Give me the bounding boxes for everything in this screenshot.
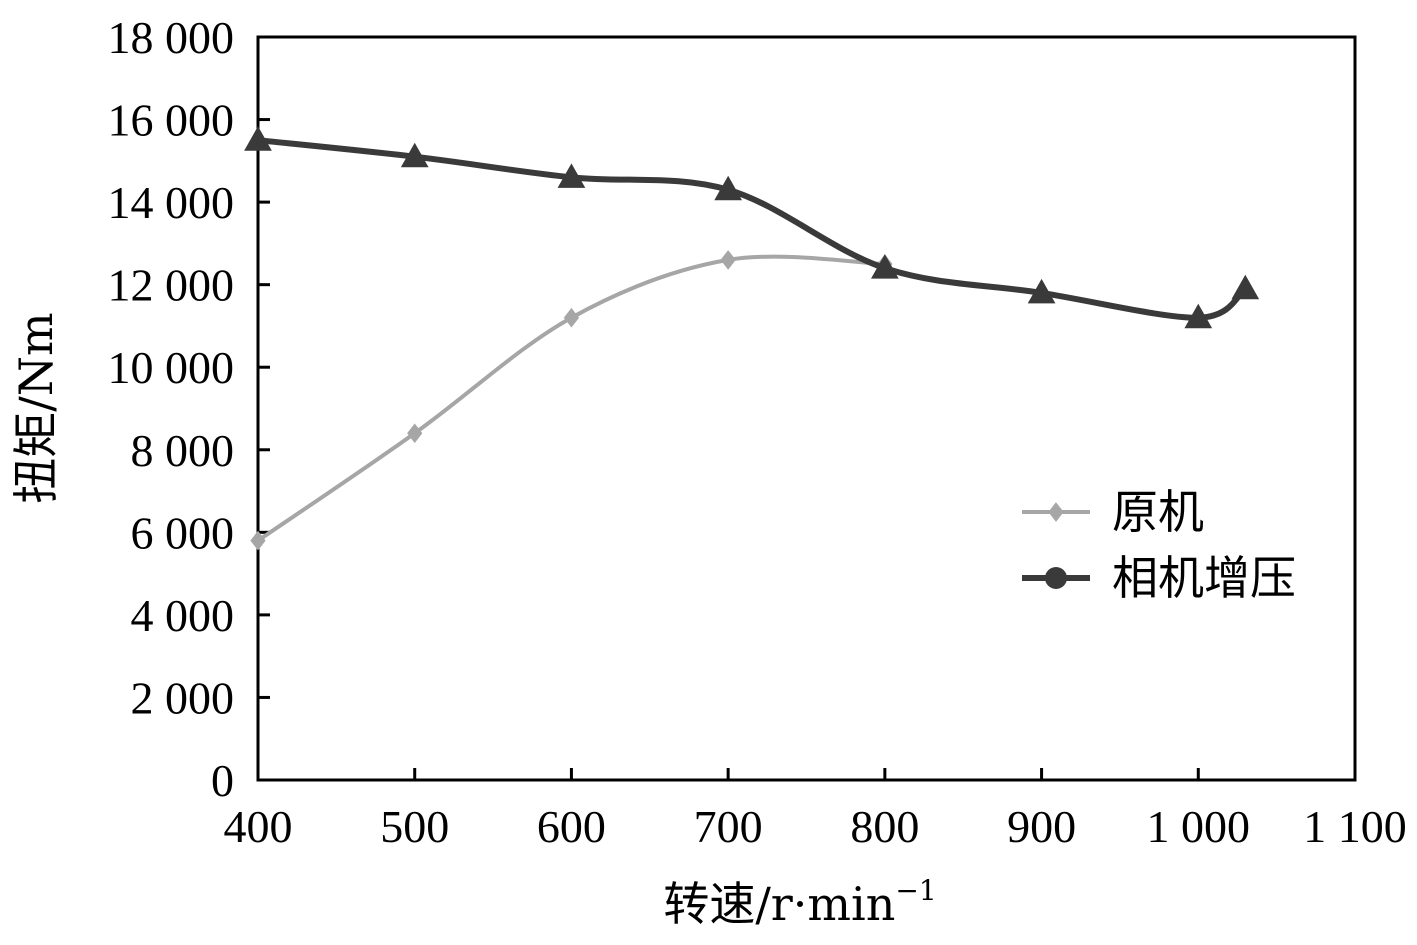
y-tick-label: 8 000 (131, 425, 235, 476)
x-tick-label: 700 (694, 801, 763, 852)
x-tick-label: 800 (850, 801, 919, 852)
series-2-point (1184, 303, 1213, 329)
series-1-point (720, 250, 736, 270)
plot-area (256, 35, 1357, 782)
series-2-point (1027, 278, 1056, 304)
x-axis-title-superscript: −1 (895, 874, 936, 907)
y-tick-label: 18 000 (108, 12, 235, 63)
series-2-point (400, 142, 429, 168)
series-line-2 (255, 137, 1249, 321)
y-tick-label: 4 000 (131, 590, 235, 641)
x-tick-label: 900 (1007, 801, 1076, 852)
y-tick-label: 12 000 (108, 260, 235, 311)
series-2-point (244, 126, 272, 151)
y-tick-label: 2 000 (131, 672, 235, 723)
series-1-point (407, 423, 423, 444)
y-tick-label: 14 000 (108, 177, 235, 228)
legend-label-1: 原机 (1112, 485, 1204, 539)
x-tick-label: 1 000 (1147, 801, 1251, 852)
y-axis: 0 2 000 4 000 6 000 8 000 10 000 12 000 14 000 1… (108, 12, 270, 806)
x-tick-label: 400 (224, 801, 293, 852)
x-tick-label: 500 (380, 801, 449, 852)
legend-swatch-marker-2 (1045, 567, 1067, 589)
y-tick-label: 16 000 (108, 95, 235, 146)
x-axis-title-text: 转速/r·min (663, 877, 895, 931)
x-tick-label: 600 (537, 801, 606, 852)
plot-frame (256, 35, 1357, 782)
x-tick-label: 1 100 (1303, 801, 1407, 852)
y-tick-label: 0 (211, 755, 234, 806)
y-axis-title: 扭矩/Nm (9, 312, 63, 503)
x-axis: 400 500 600 700 800 900 1 000 1 100 (224, 768, 1407, 852)
y-tick-label: 10 000 (108, 342, 235, 393)
series-1-point (563, 307, 580, 328)
legend-label-2: 相机增压 (1112, 551, 1296, 605)
series-layer (244, 126, 1260, 551)
x-axis-title: 转速/r·min−1 (663, 874, 936, 931)
series-line-1 (256, 254, 887, 543)
legend-swatch-marker-1 (1048, 502, 1064, 522)
series-2-point (557, 163, 586, 188)
y-tick-label: 6 000 (131, 507, 235, 558)
series-2-point (1231, 274, 1260, 300)
series-1-point (250, 530, 266, 551)
series-2-point (871, 254, 899, 279)
series-2-point (714, 175, 742, 201)
